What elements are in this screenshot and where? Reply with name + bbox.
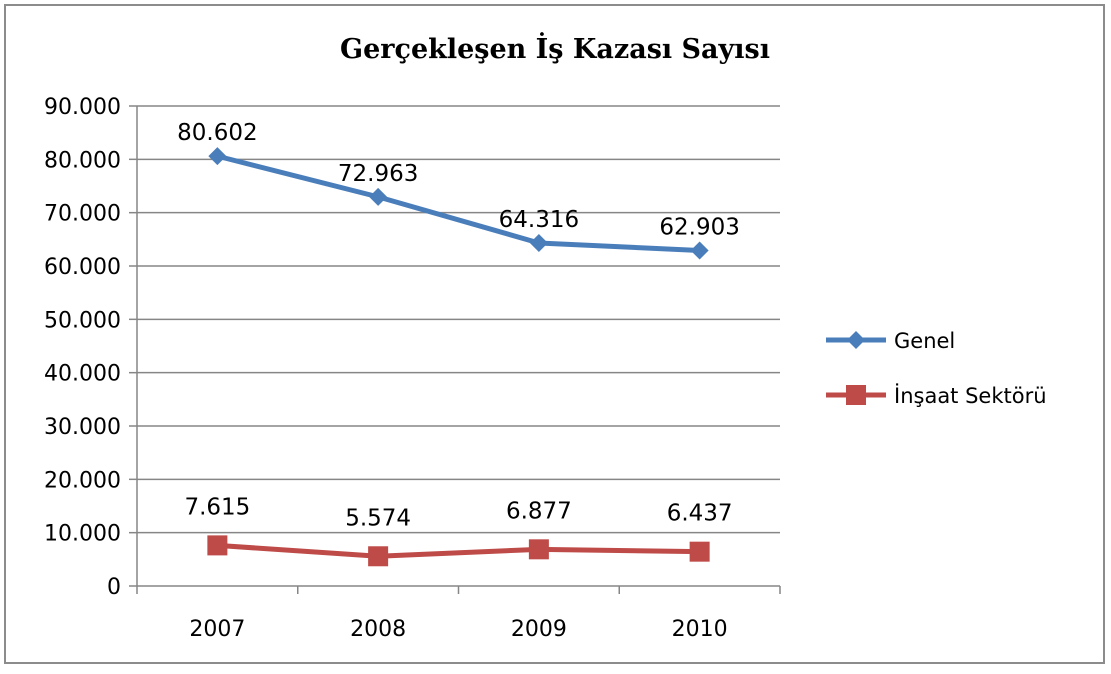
data-label: 72.963 [338, 161, 418, 187]
legend-marker-genel [847, 331, 865, 349]
data-label: 6.437 [667, 501, 733, 527]
x-tick-label: 2010 [672, 617, 728, 642]
series-line-genel [216, 153, 700, 254]
y-tick-label: 20.000 [44, 468, 121, 493]
series-line-insaat [217, 542, 700, 559]
insaat-point [528, 539, 549, 560]
data-label: 64.316 [499, 207, 579, 233]
series [207, 147, 710, 567]
y-tick-labels: 0 10.000 20.000 30.000 40.000 50.000 60.000 70.… [44, 95, 121, 600]
y-tick-label: 10.000 [44, 522, 121, 547]
legend-marker-insaat [846, 385, 866, 405]
y-tick-label: 0 [107, 575, 121, 600]
insaat-point [689, 541, 710, 562]
x-tick-label: 2007 [189, 617, 245, 642]
genel-point [529, 233, 548, 252]
genel-point [369, 187, 388, 206]
legend: Genel İnşaat Sektörü [826, 329, 1047, 408]
chart-frame [4, 4, 1105, 664]
y-tick-label: 90.000 [44, 95, 121, 120]
axes [129, 105, 781, 594]
y-tick-label: 40.000 [44, 362, 121, 387]
legend-label-genel: Genel [894, 329, 955, 353]
y-tick-label: 80.000 [44, 148, 121, 173]
data-labels: 80.602 72.963 64.316 62.903 7.615 5.574 6.877 6… [177, 120, 740, 531]
x-tick-labels: 2007 2008 2009 2010 [189, 617, 727, 642]
genel-point [690, 241, 709, 260]
insaat-point [207, 535, 228, 556]
y-tick-label: 70.000 [44, 202, 121, 227]
y-tick-label: 60.000 [44, 255, 121, 280]
gridlines [137, 105, 780, 534]
y-tick-label: 50.000 [44, 308, 121, 333]
x-tick-label: 2009 [511, 617, 567, 642]
chart-title: Gerçekleşen İş Kazası Sayısı [340, 31, 770, 65]
data-label: 80.602 [177, 120, 257, 146]
genel-point [208, 147, 227, 166]
insaat-point [368, 546, 389, 567]
data-label: 6.877 [506, 498, 572, 524]
data-label: 62.903 [659, 215, 739, 241]
y-tick-label: 30.000 [44, 415, 121, 440]
x-tick-label: 2008 [350, 617, 406, 642]
legend-label-insaat: İnşaat Sektörü [894, 383, 1047, 408]
data-label: 5.574 [345, 505, 411, 531]
data-label: 7.615 [184, 494, 250, 520]
